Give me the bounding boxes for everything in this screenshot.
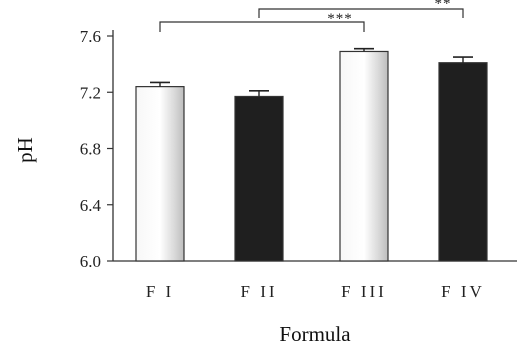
x-tick-label: F II (240, 282, 277, 301)
bar (339, 50, 389, 262)
x-tick-label: F III (341, 282, 387, 301)
y-tick-label: 6.4 (80, 196, 102, 215)
x-tick-label: F IV (441, 282, 485, 301)
y-tick-label: 6.0 (80, 252, 101, 271)
significance-bracket (258, 8, 464, 18)
bar (135, 86, 185, 262)
x-tick-label: F I (146, 282, 174, 301)
bar (438, 62, 488, 262)
significance-label: *** (327, 11, 353, 27)
x-axis-label: Formula (279, 322, 351, 346)
bar (234, 95, 284, 262)
significance-bracket (159, 21, 365, 32)
y-tick-label: 6.8 (80, 140, 101, 159)
y-axis-label: pH (13, 137, 37, 163)
y-tick-label: 7.2 (80, 83, 101, 102)
y-tick-label: 7.6 (80, 27, 101, 46)
significance-label: ** (435, 0, 452, 12)
